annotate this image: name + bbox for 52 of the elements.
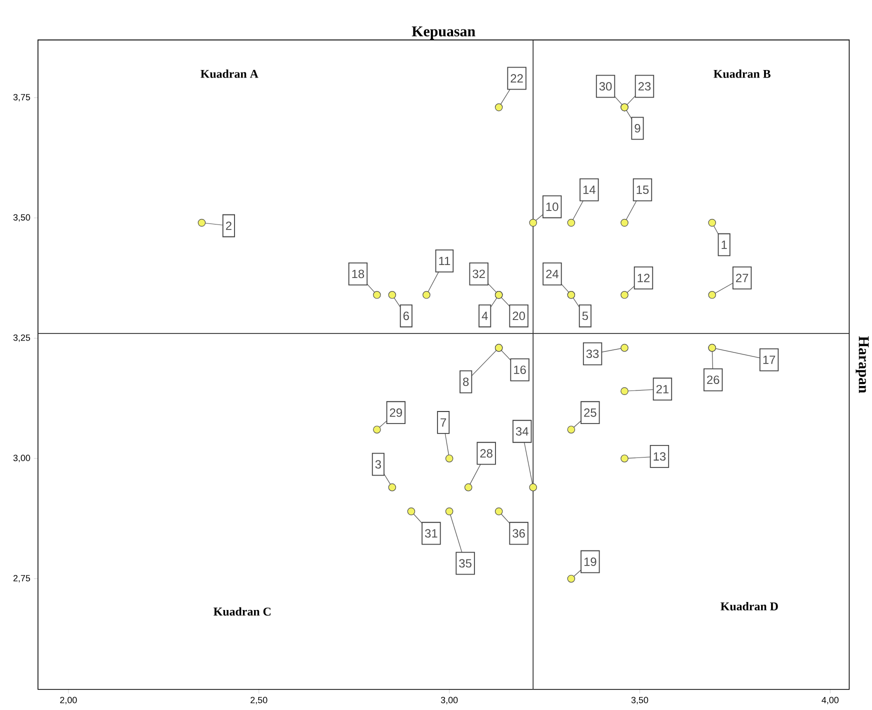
annotation: 21 — [656, 384, 669, 394]
x-tick-label: 2,50 — [250, 696, 268, 704]
annotation: 25 — [584, 408, 596, 417]
annotation: 3 — [375, 460, 381, 468]
y-tick-label: 2,75 — [13, 574, 30, 582]
annotation: 4 — [482, 312, 488, 320]
annotation: 22 — [510, 74, 523, 82]
annotation: Kuadran B — [714, 69, 770, 78]
annotation: Kuadran A — [200, 69, 258, 78]
annotation: 29 — [390, 408, 402, 417]
x-tick-label: 3,00 — [440, 696, 458, 704]
annotation: 31 — [425, 528, 438, 538]
annotation: 19 — [584, 557, 596, 566]
annotation: 2 — [226, 221, 232, 230]
annotation: 26 — [707, 375, 720, 384]
annotation: 16 — [514, 365, 526, 374]
annotation: Kuadran D — [720, 602, 778, 610]
y-axis-title: Harapan — [856, 336, 869, 393]
annotation: 11 — [439, 256, 450, 265]
annotation: 14 — [583, 186, 596, 194]
annotation: 32 — [472, 270, 485, 278]
x-axis-title: Kepuasan — [412, 26, 476, 40]
x-tick-label: 2,00 — [60, 696, 77, 704]
annotation: 9 — [634, 124, 640, 132]
annotation: 18 — [352, 270, 364, 278]
annotation: 15 — [636, 185, 649, 194]
annotation: 34 — [516, 426, 528, 436]
annotation: 23 — [638, 82, 651, 90]
annotation: 5 — [582, 312, 588, 320]
annotation: 17 — [763, 356, 776, 364]
annotation: 28 — [480, 448, 492, 458]
annotation: 12 — [638, 274, 650, 282]
x-tick-label: 4,00 — [822, 696, 839, 704]
annotation: Kuadran C — [214, 607, 271, 616]
y-tick-label: 3,50 — [13, 214, 30, 222]
y-tick-label: 3,25 — [13, 334, 30, 342]
annotation: 33 — [586, 349, 599, 358]
y-tick-label: 3,75 — [13, 94, 30, 102]
annotation: 1 — [722, 240, 727, 249]
annotation: 36 — [512, 528, 525, 538]
y-tick-label: 3,00 — [13, 454, 30, 462]
annotation: 30 — [599, 82, 612, 90]
x-tick-label: 3,50 — [631, 696, 648, 704]
annotation: 27 — [736, 274, 748, 282]
annotation: 35 — [459, 558, 472, 568]
annotation: 24 — [546, 270, 558, 278]
annotation: 20 — [512, 311, 525, 320]
annotation: 10 — [546, 202, 558, 211]
annotation: 6 — [403, 311, 409, 320]
annotation: 7 — [440, 418, 446, 426]
annotation: 13 — [654, 452, 666, 461]
annotation: 8 — [463, 377, 469, 386]
